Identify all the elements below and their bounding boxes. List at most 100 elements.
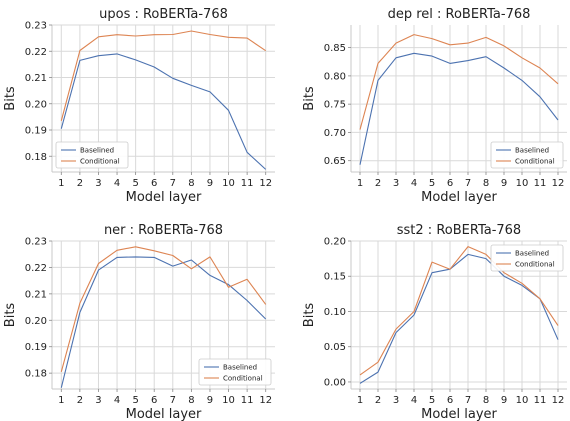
y-axis-label: Bits — [302, 86, 317, 111]
y-tick-label: 0.19 — [25, 342, 47, 353]
y-tick-label: 0.20 — [25, 99, 47, 110]
chart-title: upos : RoBERTa-768 — [99, 7, 228, 22]
legend-label-conditional: Conditional — [515, 261, 555, 269]
x-tick-label: 5 — [132, 178, 138, 189]
chart-title: ner : RoBERTa-768 — [104, 223, 223, 238]
x-tick-label: 12 — [259, 395, 272, 406]
y-tick-label: 0.20 — [25, 316, 47, 327]
x-tick-label: 4 — [411, 178, 417, 189]
series-line-baselined — [60, 53, 267, 170]
x-axis-label: Model layer — [421, 407, 497, 421]
series-line-conditional — [359, 246, 559, 376]
legend-label-conditional: Conditional — [515, 158, 555, 166]
x-tick-label: 10 — [222, 178, 235, 189]
x-tick-label: 8 — [188, 395, 194, 406]
legend-label-baselined: Baselined — [515, 147, 549, 155]
x-tick-label: 6 — [151, 395, 157, 406]
x-tick-label: 3 — [95, 178, 101, 189]
x-tick-label: 3 — [393, 178, 399, 189]
x-axis-label: Model layer — [126, 190, 202, 205]
x-tick-label: 12 — [259, 178, 272, 189]
legend: Baselined Conditional — [198, 358, 272, 386]
gridlines — [351, 240, 567, 389]
x-tick-label: 8 — [483, 395, 489, 406]
legend-label-baselined: Baselined — [80, 147, 114, 155]
legend: Baselined Conditional — [490, 141, 564, 169]
x-tick-label: 2 — [375, 395, 381, 406]
y-axis-label: Bits — [3, 86, 18, 111]
y-tick-label: 0.18 — [25, 369, 47, 380]
y-axis-label: Bits — [302, 303, 317, 328]
legend: Baselined Conditional — [490, 244, 564, 272]
x-tick-label: 11 — [241, 178, 254, 189]
x-tick-label: 9 — [501, 178, 507, 189]
series-line-baselined — [359, 253, 559, 384]
y-tick-label: 0.15 — [324, 272, 346, 283]
x-tick-label: 7 — [465, 395, 471, 406]
x-tick-label: 5 — [429, 178, 435, 189]
y-tick-label: 0.23 — [25, 237, 47, 248]
chart-panel-1: 1 2 3 4 5 6 7 8 9 10 11 120.180.190.200.210.220.23u… — [3, 7, 275, 205]
x-tick-label: 3 — [95, 395, 101, 406]
y-tick-label: 0.70 — [324, 128, 346, 139]
y-tick-label: 0.22 — [25, 263, 47, 274]
x-axis-label: Model layer — [421, 190, 497, 205]
y-tick-label: 0.23 — [25, 21, 47, 32]
x-tick-label: 1 — [357, 178, 363, 189]
x-tick-label: 4 — [114, 395, 120, 406]
x-tick-label: 11 — [534, 395, 547, 406]
x-tick-label: 10 — [516, 178, 529, 189]
y-tick-label: 0.21 — [25, 73, 47, 84]
gridlines — [52, 24, 275, 172]
y-tick-label: 0.65 — [324, 156, 346, 167]
x-tick-label: 2 — [77, 178, 83, 189]
legend-label-baselined: Baselined — [223, 364, 257, 372]
x-tick-label: 9 — [207, 395, 213, 406]
chart-title: dep rel : RoBERTa-768 — [388, 7, 531, 22]
y-tick-label: 0.05 — [324, 342, 346, 353]
y-tick-label: 0.20 — [324, 237, 346, 248]
x-tick-label: 12 — [552, 395, 565, 406]
x-tick-label: 2 — [375, 178, 381, 189]
x-tick-label: 7 — [170, 178, 176, 189]
x-tick-label: 3 — [393, 395, 399, 406]
y-tick-label: 0.18 — [25, 152, 47, 163]
legend: Baselined Conditional — [55, 141, 129, 169]
y-tick-label: 0.85 — [324, 43, 346, 54]
x-tick-label: 2 — [77, 395, 83, 406]
y-tick-label: 0.80 — [324, 71, 346, 82]
y-tick-label: 0.19 — [25, 126, 47, 137]
series-line-conditional — [60, 246, 267, 372]
x-tick-label: 11 — [534, 178, 547, 189]
legend-label-baselined: Baselined — [515, 250, 549, 258]
y-tick-label: 0.21 — [25, 289, 47, 300]
series-line-conditional — [60, 30, 267, 121]
x-tick-label: 6 — [447, 395, 453, 406]
x-tick-label: 4 — [411, 395, 417, 406]
y-tick-label: 0.75 — [324, 100, 346, 111]
legend-label-conditional: Conditional — [80, 158, 120, 166]
series-line-conditional — [359, 34, 559, 130]
x-tick-label: 1 — [58, 178, 64, 189]
series-line-baselined — [359, 52, 559, 165]
x-tick-label: 12 — [552, 178, 565, 189]
series-line-baselined — [60, 256, 267, 388]
chart-title: sst2 : RoBERTa-768 — [397, 223, 521, 238]
x-tick-label: 7 — [465, 178, 471, 189]
x-tick-label: 5 — [429, 395, 435, 406]
x-tick-label: 10 — [516, 395, 529, 406]
x-tick-label: 10 — [222, 395, 235, 406]
chart-panel-3: 1 2 3 4 5 6 7 8 9 10 11 120.180.190.200.210.220.23n… — [3, 223, 275, 421]
x-tick-label: 7 — [170, 395, 176, 406]
x-tick-label: 1 — [58, 395, 64, 406]
x-tick-label: 8 — [483, 178, 489, 189]
gridlines — [351, 25, 567, 172]
legend-label-conditional: Conditional — [223, 375, 263, 383]
x-axis-label: Model layer — [126, 407, 202, 421]
x-tick-label: 9 — [501, 395, 507, 406]
y-axis-label: Bits — [3, 303, 18, 328]
x-tick-label: 9 — [207, 178, 213, 189]
